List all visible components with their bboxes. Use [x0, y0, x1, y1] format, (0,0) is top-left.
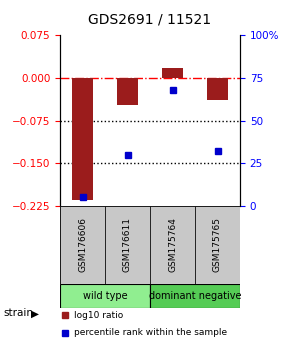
Text: GSM176611: GSM176611: [123, 217, 132, 272]
Bar: [60, 284, 150, 308]
Bar: [72, 78, 93, 200]
Text: GSM175765: GSM175765: [213, 217, 222, 272]
Bar: [60, 206, 105, 284]
Bar: [117, 78, 138, 105]
Bar: [195, 206, 240, 284]
Text: log10 ratio: log10 ratio: [74, 311, 123, 320]
Text: ▶: ▶: [31, 308, 38, 318]
Text: GSM176606: GSM176606: [78, 217, 87, 272]
Text: GSM175764: GSM175764: [168, 217, 177, 272]
Text: percentile rank within the sample: percentile rank within the sample: [74, 328, 226, 337]
Text: strain: strain: [3, 308, 33, 318]
Text: GDS2691 / 11521: GDS2691 / 11521: [88, 12, 212, 27]
Bar: [150, 284, 240, 308]
Text: wild type: wild type: [83, 291, 127, 301]
Bar: [207, 78, 228, 99]
Bar: [150, 206, 195, 284]
Bar: [162, 68, 183, 78]
Bar: [105, 206, 150, 284]
Text: dominant negative: dominant negative: [149, 291, 241, 301]
